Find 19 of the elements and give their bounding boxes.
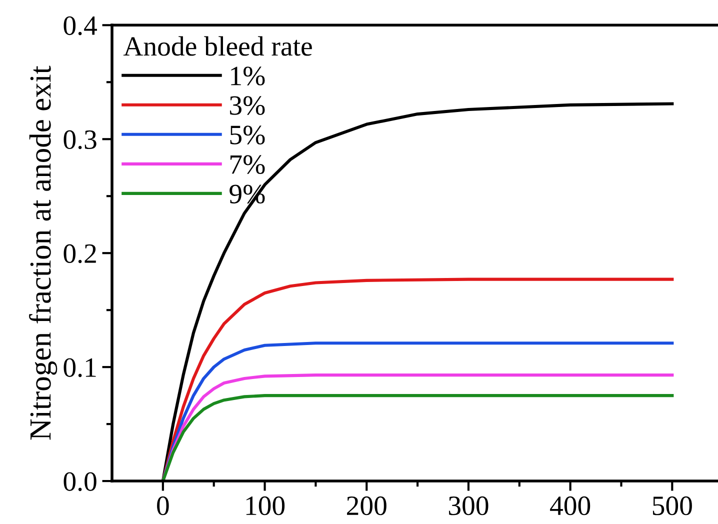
x-tick-label: 300 bbox=[448, 496, 488, 516]
y-tick-label: 0.2 bbox=[64, 244, 96, 264]
x-tick-label: 400 bbox=[550, 496, 590, 516]
legend-title: Anode bleed rate bbox=[123, 36, 312, 56]
y-tick-label: 0.1 bbox=[64, 358, 96, 378]
legend-label: 1% bbox=[231, 66, 265, 86]
x-tick-label: 100 bbox=[246, 496, 285, 516]
legend-label: 5% bbox=[230, 126, 265, 144]
line-series bbox=[161, 374, 674, 482]
y-axis-title: Nitrogen fraction at anode exit bbox=[29, 66, 58, 440]
y-tick-label: 0.4 bbox=[64, 16, 97, 36]
legend-label: 3% bbox=[230, 96, 265, 115]
line-series bbox=[161, 394, 674, 482]
x-tick-label: 500 bbox=[652, 496, 692, 516]
legend-label: 7% bbox=[230, 155, 265, 174]
x-tick-label: 200 bbox=[347, 496, 386, 516]
y-tick-label: 0.3 bbox=[64, 130, 96, 150]
y-tick-label: 0.0 bbox=[64, 472, 96, 492]
x-tick-label: 0 bbox=[157, 496, 169, 516]
